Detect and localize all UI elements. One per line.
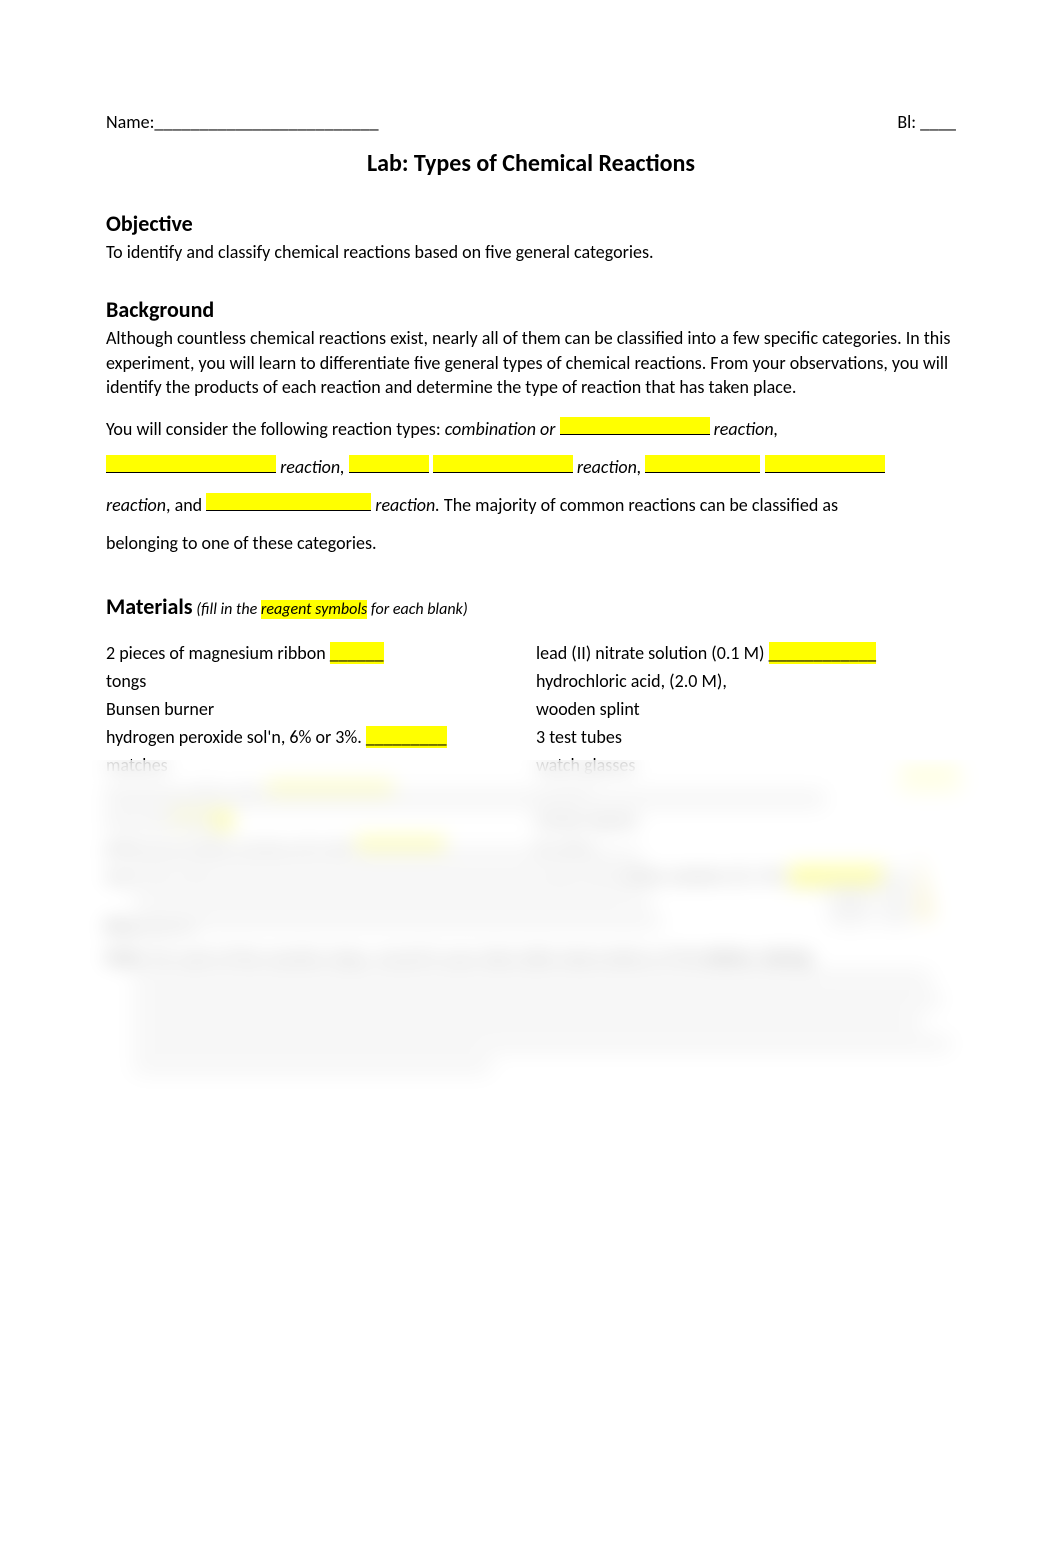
mat-text: hydrochloric acid, (2.0 M), — [536, 670, 727, 692]
blur-overlay — [0, 760, 1062, 1556]
fill-blank-4b — [765, 455, 885, 473]
page-title: Lab: Types of Chemical Reactions — [106, 148, 956, 180]
fill-t9: The majority of common reactions can be … — [440, 494, 838, 516]
materials-heading-row: Materials (fill in the reagent symbols f… — [106, 592, 956, 622]
mat-item: tongs — [106, 668, 526, 696]
mat-blank: ____________ — [769, 642, 877, 664]
mat-item: lead (II) nitrate solution (0.1 M) _____… — [536, 640, 956, 668]
fill-t3: reaction, — [710, 418, 779, 440]
name-label: Name: — [106, 111, 154, 133]
bl-label: Bl: — [897, 111, 916, 133]
fill-t5: reaction, — [573, 456, 646, 478]
mat-item: hydrogen peroxide sol'n, 6% or 3%. _____… — [106, 724, 526, 752]
fill-blank-5 — [206, 493, 371, 511]
mat-text: wooden splint — [536, 698, 640, 720]
objective-text: To identify and classify chemical reacti… — [106, 240, 956, 264]
background-para: Although countless chemical reactions ex… — [106, 326, 956, 399]
mat-text: 2 pieces of magnesium ribbon — [106, 642, 330, 664]
materials-sub2: for each blank) — [367, 600, 467, 619]
mat-blank: ______ — [330, 642, 384, 664]
objective-heading: Objective — [106, 209, 956, 239]
mat-blank: _________ — [366, 726, 447, 748]
fill-t4: reaction, — [276, 456, 349, 478]
bl-field: Bl: ____ — [897, 110, 956, 134]
background-heading: Background — [106, 295, 956, 325]
fill-t6: reaction — [106, 494, 166, 516]
mat-item: Bunsen burner — [106, 696, 526, 724]
bl-blank: ____ — [920, 111, 956, 133]
materials-sub-hl: reagent symbols — [261, 600, 367, 619]
mat-item: 2 pieces of magnesium ribbon ______ — [106, 640, 526, 668]
mat-text: hydrogen peroxide sol'n, 6% or 3%. — [106, 726, 366, 748]
name-blank: _________________________ — [154, 111, 378, 133]
materials-heading: Materials — [106, 593, 193, 620]
blurred-region — [0, 760, 1062, 1556]
background-section: Background Although countless chemical r… — [106, 295, 956, 563]
objective-section: Objective To identify and classify chemi… — [106, 209, 956, 265]
fill-t8: reaction. — [371, 494, 440, 516]
fill-t2: combination or — [445, 418, 560, 440]
mat-text: tongs — [106, 670, 146, 692]
materials-sub1: (fill in the — [193, 600, 261, 619]
name-field: Name:_________________________ — [106, 110, 379, 134]
header-row: Name:_________________________ Bl: ____ — [106, 110, 956, 134]
fill-t7: , and — [166, 494, 206, 516]
mat-text: lead (II) nitrate solution (0.1 M) — [536, 642, 769, 664]
mat-text: Bunsen burner — [106, 698, 214, 720]
background-fill: You will consider the following reaction… — [106, 411, 956, 562]
mat-item: 3 test tubes — [536, 724, 956, 752]
fill-t10: belonging to one of these categories. — [106, 532, 377, 554]
fill-blank-1 — [560, 417, 710, 435]
fill-blank-3b — [433, 455, 573, 473]
mat-text: 3 test tubes — [536, 726, 622, 748]
mat-item: hydrochloric acid, (2.0 M), — [536, 668, 956, 696]
fill-blank-3a — [349, 455, 429, 473]
mat-item: wooden splint — [536, 696, 956, 724]
fill-blank-2 — [106, 455, 276, 473]
fill-blank-4a — [645, 455, 760, 473]
fill-t1: You will consider the following reaction… — [106, 418, 445, 440]
